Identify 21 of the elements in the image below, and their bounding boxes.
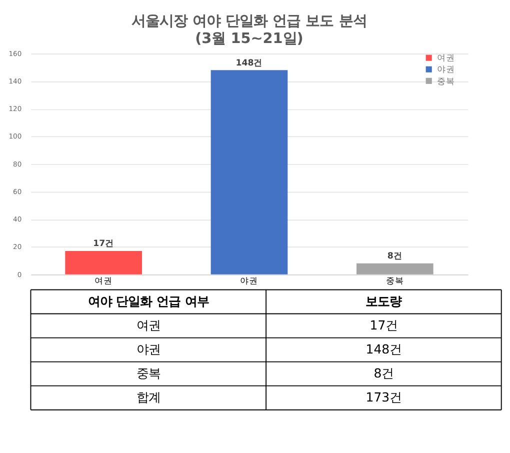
category-label: 여권 <box>136 318 160 333</box>
x-tick-label: 여권 <box>94 276 113 287</box>
data-label: 148건 <box>236 58 263 68</box>
x-tick-label: 야권 <box>240 276 258 287</box>
text: 여야 단일화 언급 여부 <box>88 294 209 309</box>
legend-label: 여권 <box>437 54 456 64</box>
legend-label: 야권 <box>437 65 456 76</box>
text: 17건 <box>370 318 398 333</box>
x-tick-label: 중복 <box>386 276 404 287</box>
text: 합계 <box>136 390 160 405</box>
data-label: 8건 <box>387 252 402 262</box>
category-label: 중복 <box>136 366 160 381</box>
chart-subtitle: (3월 15~21일) <box>195 30 304 47</box>
text: 8건 <box>374 366 394 381</box>
category-label: 야권 <box>136 342 160 357</box>
text: 148건 <box>366 342 402 357</box>
legend-label: 중복 <box>437 76 456 87</box>
text: 보도량 <box>366 294 402 309</box>
chart-title: 서울시장 여야 단일화 언급 보도 분석 <box>132 14 367 30</box>
text: 173건 <box>366 390 402 405</box>
data-label: 17건 <box>93 239 114 250</box>
